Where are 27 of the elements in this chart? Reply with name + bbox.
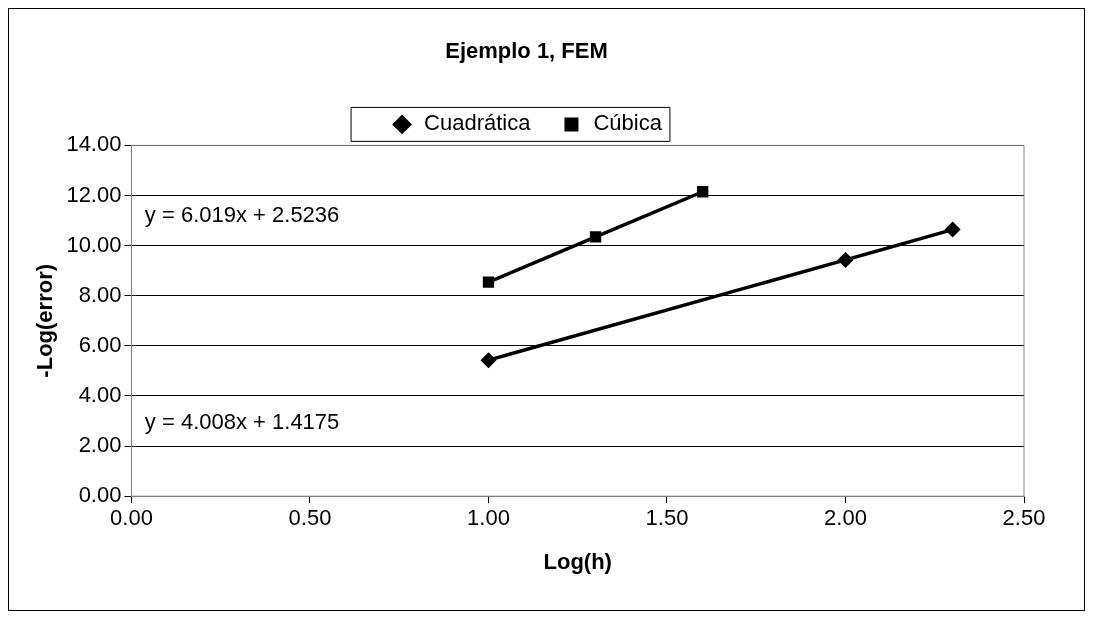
y-tick-label: 0.00	[78, 482, 122, 508]
y-tick-label: 4.00	[78, 382, 122, 408]
legend-label: Cúbica	[593, 110, 663, 136]
point	[697, 186, 709, 198]
y-axis-title: -Log(error)	[32, 263, 58, 378]
x-tick-label: 2.00	[824, 505, 867, 531]
x-tick-label: 1.50	[645, 505, 689, 531]
annotation: y = 4.008x + 1.4175	[144, 408, 340, 434]
chart-title: Ejemplo 1, FEM	[445, 38, 608, 64]
point	[589, 231, 602, 243]
x-axis-title: Log(h)	[543, 548, 612, 574]
point	[944, 221, 961, 238]
y-tick-label: 12.00	[66, 181, 122, 207]
x-tick-label: 0.50	[288, 505, 332, 531]
y-tick-label: 8.00	[78, 281, 122, 307]
legend-label: Cuadrática	[424, 110, 532, 136]
point	[837, 251, 854, 268]
y-tick-label: 6.00	[78, 331, 122, 357]
y-tick-label: 2.00	[78, 432, 122, 458]
point	[482, 276, 495, 288]
y-tick-label: 10.00	[66, 231, 122, 257]
x-tick-label: 2.50	[1002, 505, 1046, 531]
annotation: y = 6.019x + 2.5236	[144, 201, 340, 227]
y-tick-label: 14.00	[66, 131, 122, 157]
point	[480, 352, 497, 369]
x-tick-label: 0.00	[110, 505, 153, 531]
x-tick-label: 1.00	[467, 505, 510, 531]
